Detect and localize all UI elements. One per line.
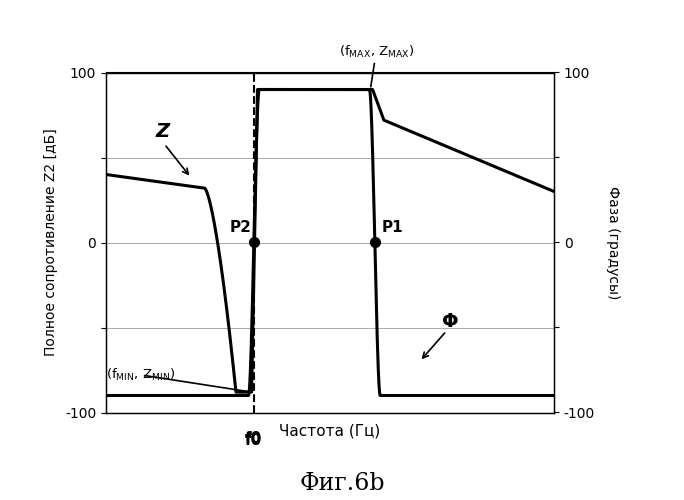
Text: Φ: Φ: [442, 312, 459, 332]
Text: Z: Z: [155, 122, 170, 141]
Text: P2: P2: [229, 220, 251, 236]
Text: f0: f0: [246, 433, 263, 448]
X-axis label: Частота (Гц): Частота (Гц): [279, 424, 381, 438]
Text: P1: P1: [382, 220, 403, 236]
Text: (f$_{\mathregular{MAX}}$, Z$_{\mathregular{MAX}}$): (f$_{\mathregular{MAX}}$, Z$_{\mathregul…: [339, 44, 415, 60]
Y-axis label: Фаза (градусы): Фаза (градусы): [606, 186, 620, 299]
Text: Фиг.6b: Фиг.6b: [300, 472, 384, 495]
Y-axis label: Полное сопротивление Z2 [дБ]: Полное сопротивление Z2 [дБ]: [44, 128, 58, 356]
Text: f0: f0: [246, 431, 263, 446]
Text: (f$_{\mathregular{MIN}}$, Z$_{\mathregular{MIN}}$): (f$_{\mathregular{MIN}}$, Z$_{\mathregul…: [106, 367, 176, 383]
